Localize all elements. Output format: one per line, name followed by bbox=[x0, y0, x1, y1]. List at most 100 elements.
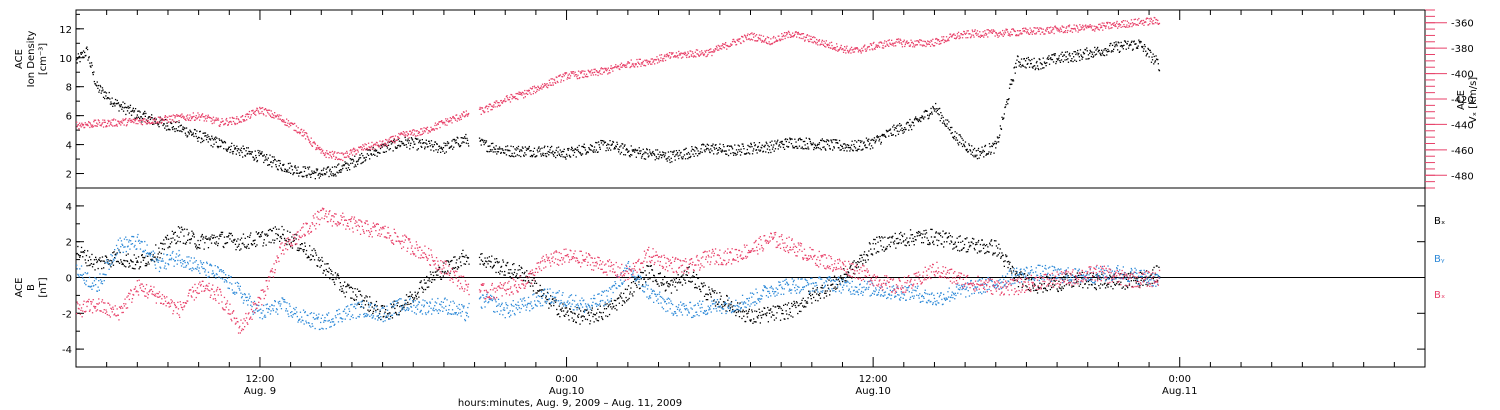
data-point bbox=[1064, 31, 1066, 34]
data-point bbox=[241, 115, 243, 118]
data-point bbox=[925, 42, 928, 44]
data-point bbox=[1103, 54, 1106, 57]
data-point bbox=[136, 114, 138, 116]
data-point bbox=[338, 277, 340, 280]
data-point bbox=[335, 175, 337, 177]
data-point bbox=[762, 150, 765, 152]
data-point bbox=[417, 291, 419, 293]
data-point bbox=[224, 142, 227, 144]
data-point bbox=[225, 117, 228, 120]
data-point bbox=[775, 306, 777, 308]
data-point bbox=[1048, 27, 1051, 29]
data-point bbox=[307, 256, 309, 259]
data-point bbox=[317, 259, 319, 261]
data-point bbox=[285, 240, 287, 242]
data-point bbox=[1089, 26, 1091, 28]
data-point bbox=[1141, 45, 1143, 48]
data-point bbox=[625, 296, 627, 299]
data-point bbox=[388, 149, 390, 151]
data-point bbox=[224, 122, 227, 125]
data-point bbox=[268, 241, 270, 243]
data-point bbox=[223, 236, 226, 238]
data-point bbox=[985, 34, 987, 36]
data-point bbox=[292, 240, 294, 242]
data-point bbox=[234, 238, 236, 241]
data-point bbox=[575, 156, 577, 158]
data-point bbox=[292, 173, 294, 176]
data-point bbox=[709, 51, 711, 53]
data-point bbox=[1153, 55, 1155, 58]
data-point bbox=[596, 71, 599, 73]
data-point bbox=[741, 317, 743, 320]
data-point bbox=[667, 285, 669, 287]
data-point bbox=[984, 32, 987, 34]
data-point bbox=[1057, 30, 1059, 32]
data-point bbox=[1073, 24, 1075, 26]
data-point bbox=[794, 138, 796, 140]
data-point bbox=[648, 272, 650, 274]
data-point bbox=[232, 117, 234, 119]
data-point bbox=[454, 142, 457, 144]
data-point bbox=[404, 304, 406, 306]
data-point bbox=[802, 33, 805, 35]
data-point bbox=[1090, 25, 1092, 28]
data-point bbox=[563, 314, 565, 317]
data-point bbox=[235, 249, 237, 251]
data-point bbox=[242, 119, 244, 121]
data-point bbox=[645, 281, 647, 283]
data-point bbox=[717, 152, 719, 154]
data-point bbox=[286, 118, 288, 120]
data-point bbox=[800, 139, 802, 141]
data-point bbox=[374, 143, 376, 145]
data-point bbox=[852, 150, 854, 152]
data-point bbox=[351, 150, 353, 152]
data-point bbox=[375, 144, 377, 146]
data-point bbox=[137, 110, 139, 112]
data-point bbox=[518, 154, 520, 157]
data-point bbox=[220, 145, 222, 147]
data-point bbox=[356, 160, 358, 162]
data-point bbox=[262, 113, 264, 115]
data-point bbox=[945, 119, 947, 121]
data-point bbox=[692, 271, 695, 273]
data-point bbox=[1074, 27, 1076, 30]
data-point bbox=[610, 65, 612, 67]
data-point bbox=[101, 87, 104, 89]
data-point bbox=[1124, 20, 1126, 22]
data-point bbox=[750, 319, 752, 321]
data-point bbox=[315, 252, 317, 254]
data-point bbox=[230, 232, 232, 235]
data-point bbox=[533, 153, 535, 155]
data-point bbox=[607, 67, 609, 69]
data-point bbox=[210, 242, 213, 244]
data-point bbox=[908, 42, 910, 44]
data-point bbox=[813, 147, 815, 149]
data-point bbox=[133, 110, 136, 112]
data-point bbox=[380, 318, 382, 321]
data-point bbox=[825, 46, 827, 48]
data-point bbox=[571, 317, 573, 319]
data-point bbox=[193, 135, 195, 138]
data-point bbox=[833, 48, 835, 50]
data-point bbox=[90, 124, 92, 126]
data-point bbox=[1142, 45, 1144, 48]
data-point bbox=[444, 152, 446, 154]
data-point bbox=[607, 73, 609, 75]
data-point bbox=[341, 165, 343, 167]
data-point bbox=[140, 123, 142, 125]
data-point bbox=[737, 40, 739, 42]
data-point bbox=[1044, 33, 1046, 35]
data-point bbox=[1096, 48, 1098, 50]
data-point bbox=[999, 134, 1001, 136]
data-point bbox=[739, 154, 742, 156]
data-point bbox=[287, 120, 290, 122]
data-point bbox=[753, 321, 755, 323]
data-point bbox=[949, 126, 952, 129]
data-point bbox=[1024, 30, 1026, 33]
data-point bbox=[465, 142, 467, 144]
data-point bbox=[165, 116, 167, 118]
data-point bbox=[1118, 51, 1120, 53]
data-point bbox=[374, 148, 376, 150]
data-point bbox=[891, 44, 893, 46]
data-point bbox=[754, 144, 757, 146]
